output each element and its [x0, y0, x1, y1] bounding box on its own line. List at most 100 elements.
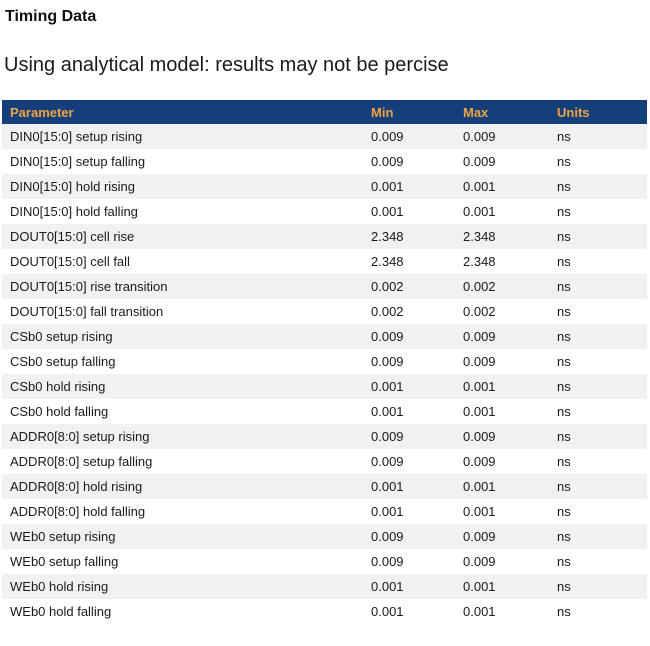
table-header-row: Parameter Min Max Units: [2, 100, 647, 124]
table-row: CSb0 hold falling 0.001 0.001 ns: [2, 399, 647, 424]
cell-min: 0.002: [371, 279, 404, 294]
cell-min: 0.001: [371, 504, 404, 519]
cell-min: 0.009: [371, 454, 404, 469]
cell-max: 0.001: [463, 179, 496, 194]
column-header-min: Min: [363, 100, 455, 124]
table-row: DIN0[15:0] hold rising 0.001 0.001 ns: [2, 174, 647, 199]
cell-parameter: DIN0[15:0] hold rising: [10, 179, 136, 194]
table-row: ADDR0[8:0] setup falling 0.009 0.009 ns: [2, 449, 647, 474]
table-row: ADDR0[8:0] hold rising 0.001 0.001 ns: [2, 474, 647, 499]
column-header-units: Units: [549, 100, 647, 124]
cell-parameter: CSb0 setup rising: [10, 329, 113, 344]
cell-units: ns: [557, 254, 571, 269]
cell-min: 0.001: [371, 179, 404, 194]
cell-parameter: CSb0 setup falling: [10, 354, 116, 369]
cell-min: 0.001: [371, 404, 404, 419]
cell-min: 2.348: [371, 229, 404, 244]
cell-parameter: CSb0 hold rising: [10, 379, 106, 394]
timing-data-table: Parameter Min Max Units DIN0[15:0] setup…: [2, 100, 647, 624]
cell-units: ns: [557, 179, 571, 194]
table-row: CSb0 setup rising 0.009 0.009 ns: [2, 324, 647, 349]
cell-min: 0.009: [371, 329, 404, 344]
cell-units: ns: [557, 454, 571, 469]
table-row: ADDR0[8:0] hold falling 0.001 0.001 ns: [2, 499, 647, 524]
cell-parameter: DIN0[15:0] setup rising: [10, 129, 143, 144]
cell-max: 0.002: [463, 279, 496, 294]
cell-min: 0.009: [371, 554, 404, 569]
cell-max: 0.009: [463, 129, 496, 144]
cell-max: 0.009: [463, 554, 496, 569]
cell-max: 0.001: [463, 379, 496, 394]
cell-units: ns: [557, 329, 571, 344]
cell-max: 0.009: [463, 529, 496, 544]
cell-min: 0.001: [371, 479, 404, 494]
cell-units: ns: [557, 479, 571, 494]
table-header: Parameter Min Max Units: [2, 100, 647, 124]
cell-units: ns: [557, 379, 571, 394]
column-header-parameter: Parameter: [2, 100, 363, 124]
table-row: WEb0 setup falling 0.009 0.009 ns: [2, 549, 647, 574]
table-row: WEb0 setup rising 0.009 0.009 ns: [2, 524, 647, 549]
column-header-max: Max: [455, 100, 549, 124]
cell-max: 0.001: [463, 479, 496, 494]
cell-units: ns: [557, 604, 571, 619]
cell-units: ns: [557, 154, 571, 169]
cell-max: 0.001: [463, 504, 496, 519]
cell-units: ns: [557, 279, 571, 294]
cell-min: 0.001: [371, 604, 404, 619]
cell-parameter: ADDR0[8:0] hold rising: [10, 479, 143, 494]
cell-min: 0.001: [371, 204, 404, 219]
cell-parameter: DOUT0[15:0] cell fall: [10, 254, 130, 269]
cell-parameter: DIN0[15:0] setup falling: [10, 154, 146, 169]
cell-min: 0.009: [371, 529, 404, 544]
cell-max: 0.001: [463, 404, 496, 419]
cell-parameter: ADDR0[8:0] setup rising: [10, 429, 150, 444]
cell-parameter: ADDR0[8:0] hold falling: [10, 504, 146, 519]
cell-units: ns: [557, 529, 571, 544]
table-row: WEb0 hold falling 0.001 0.001 ns: [2, 599, 647, 624]
table-row: DIN0[15:0] setup falling 0.009 0.009 ns: [2, 149, 647, 174]
cell-max: 0.009: [463, 429, 496, 444]
cell-parameter: WEb0 hold rising: [10, 579, 109, 594]
cell-max: 2.348: [463, 254, 496, 269]
cell-max: 0.009: [463, 454, 496, 469]
page-title: Timing Data: [5, 8, 97, 25]
cell-min: 0.002: [371, 304, 404, 319]
table-row: DOUT0[15:0] cell rise 2.348 2.348 ns: [2, 224, 647, 249]
cell-max: 0.002: [463, 304, 496, 319]
cell-parameter: WEb0 hold falling: [10, 604, 112, 619]
cell-max: 0.001: [463, 204, 496, 219]
model-warning-text: Using analytical model: results may not …: [4, 54, 449, 76]
table-row: DOUT0[15:0] fall transition 0.002 0.002 ns: [2, 299, 647, 324]
table-row: DOUT0[15:0] rise transition 0.002 0.002 ns: [2, 274, 647, 299]
cell-units: ns: [557, 354, 571, 369]
table-row: CSb0 setup falling 0.009 0.009 ns: [2, 349, 647, 374]
cell-units: ns: [557, 404, 571, 419]
cell-max: 0.009: [463, 329, 496, 344]
cell-parameter: DOUT0[15:0] fall transition: [10, 304, 164, 319]
cell-max: 0.009: [463, 154, 496, 169]
table-row: ADDR0[8:0] setup rising 0.009 0.009 ns: [2, 424, 647, 449]
cell-parameter: WEb0 setup falling: [10, 554, 119, 569]
cell-units: ns: [557, 429, 571, 444]
cell-parameter: WEb0 setup rising: [10, 529, 116, 544]
cell-units: ns: [557, 129, 571, 144]
cell-max: 0.001: [463, 579, 496, 594]
cell-min: 0.009: [371, 154, 404, 169]
table-row: DOUT0[15:0] cell fall 2.348 2.348 ns: [2, 249, 647, 274]
cell-parameter: DOUT0[15:0] rise transition: [10, 279, 168, 294]
cell-min: 0.001: [371, 579, 404, 594]
cell-max: 0.009: [463, 354, 496, 369]
table-body: DIN0[15:0] setup rising 0.009 0.009 ns DIN0[…: [2, 124, 647, 624]
table-row: DIN0[15:0] setup rising 0.009 0.009 ns: [2, 124, 647, 149]
cell-units: ns: [557, 304, 571, 319]
cell-parameter: ADDR0[8:0] setup falling: [10, 454, 153, 469]
cell-min: 0.009: [371, 354, 404, 369]
table-row: CSb0 hold rising 0.001 0.001 ns: [2, 374, 647, 399]
cell-parameter: CSb0 hold falling: [10, 404, 109, 419]
cell-min: 0.001: [371, 379, 404, 394]
cell-max: 0.001: [463, 604, 496, 619]
cell-parameter: DOUT0[15:0] cell rise: [10, 229, 135, 244]
table-row: DIN0[15:0] hold falling 0.001 0.001 ns: [2, 199, 647, 224]
